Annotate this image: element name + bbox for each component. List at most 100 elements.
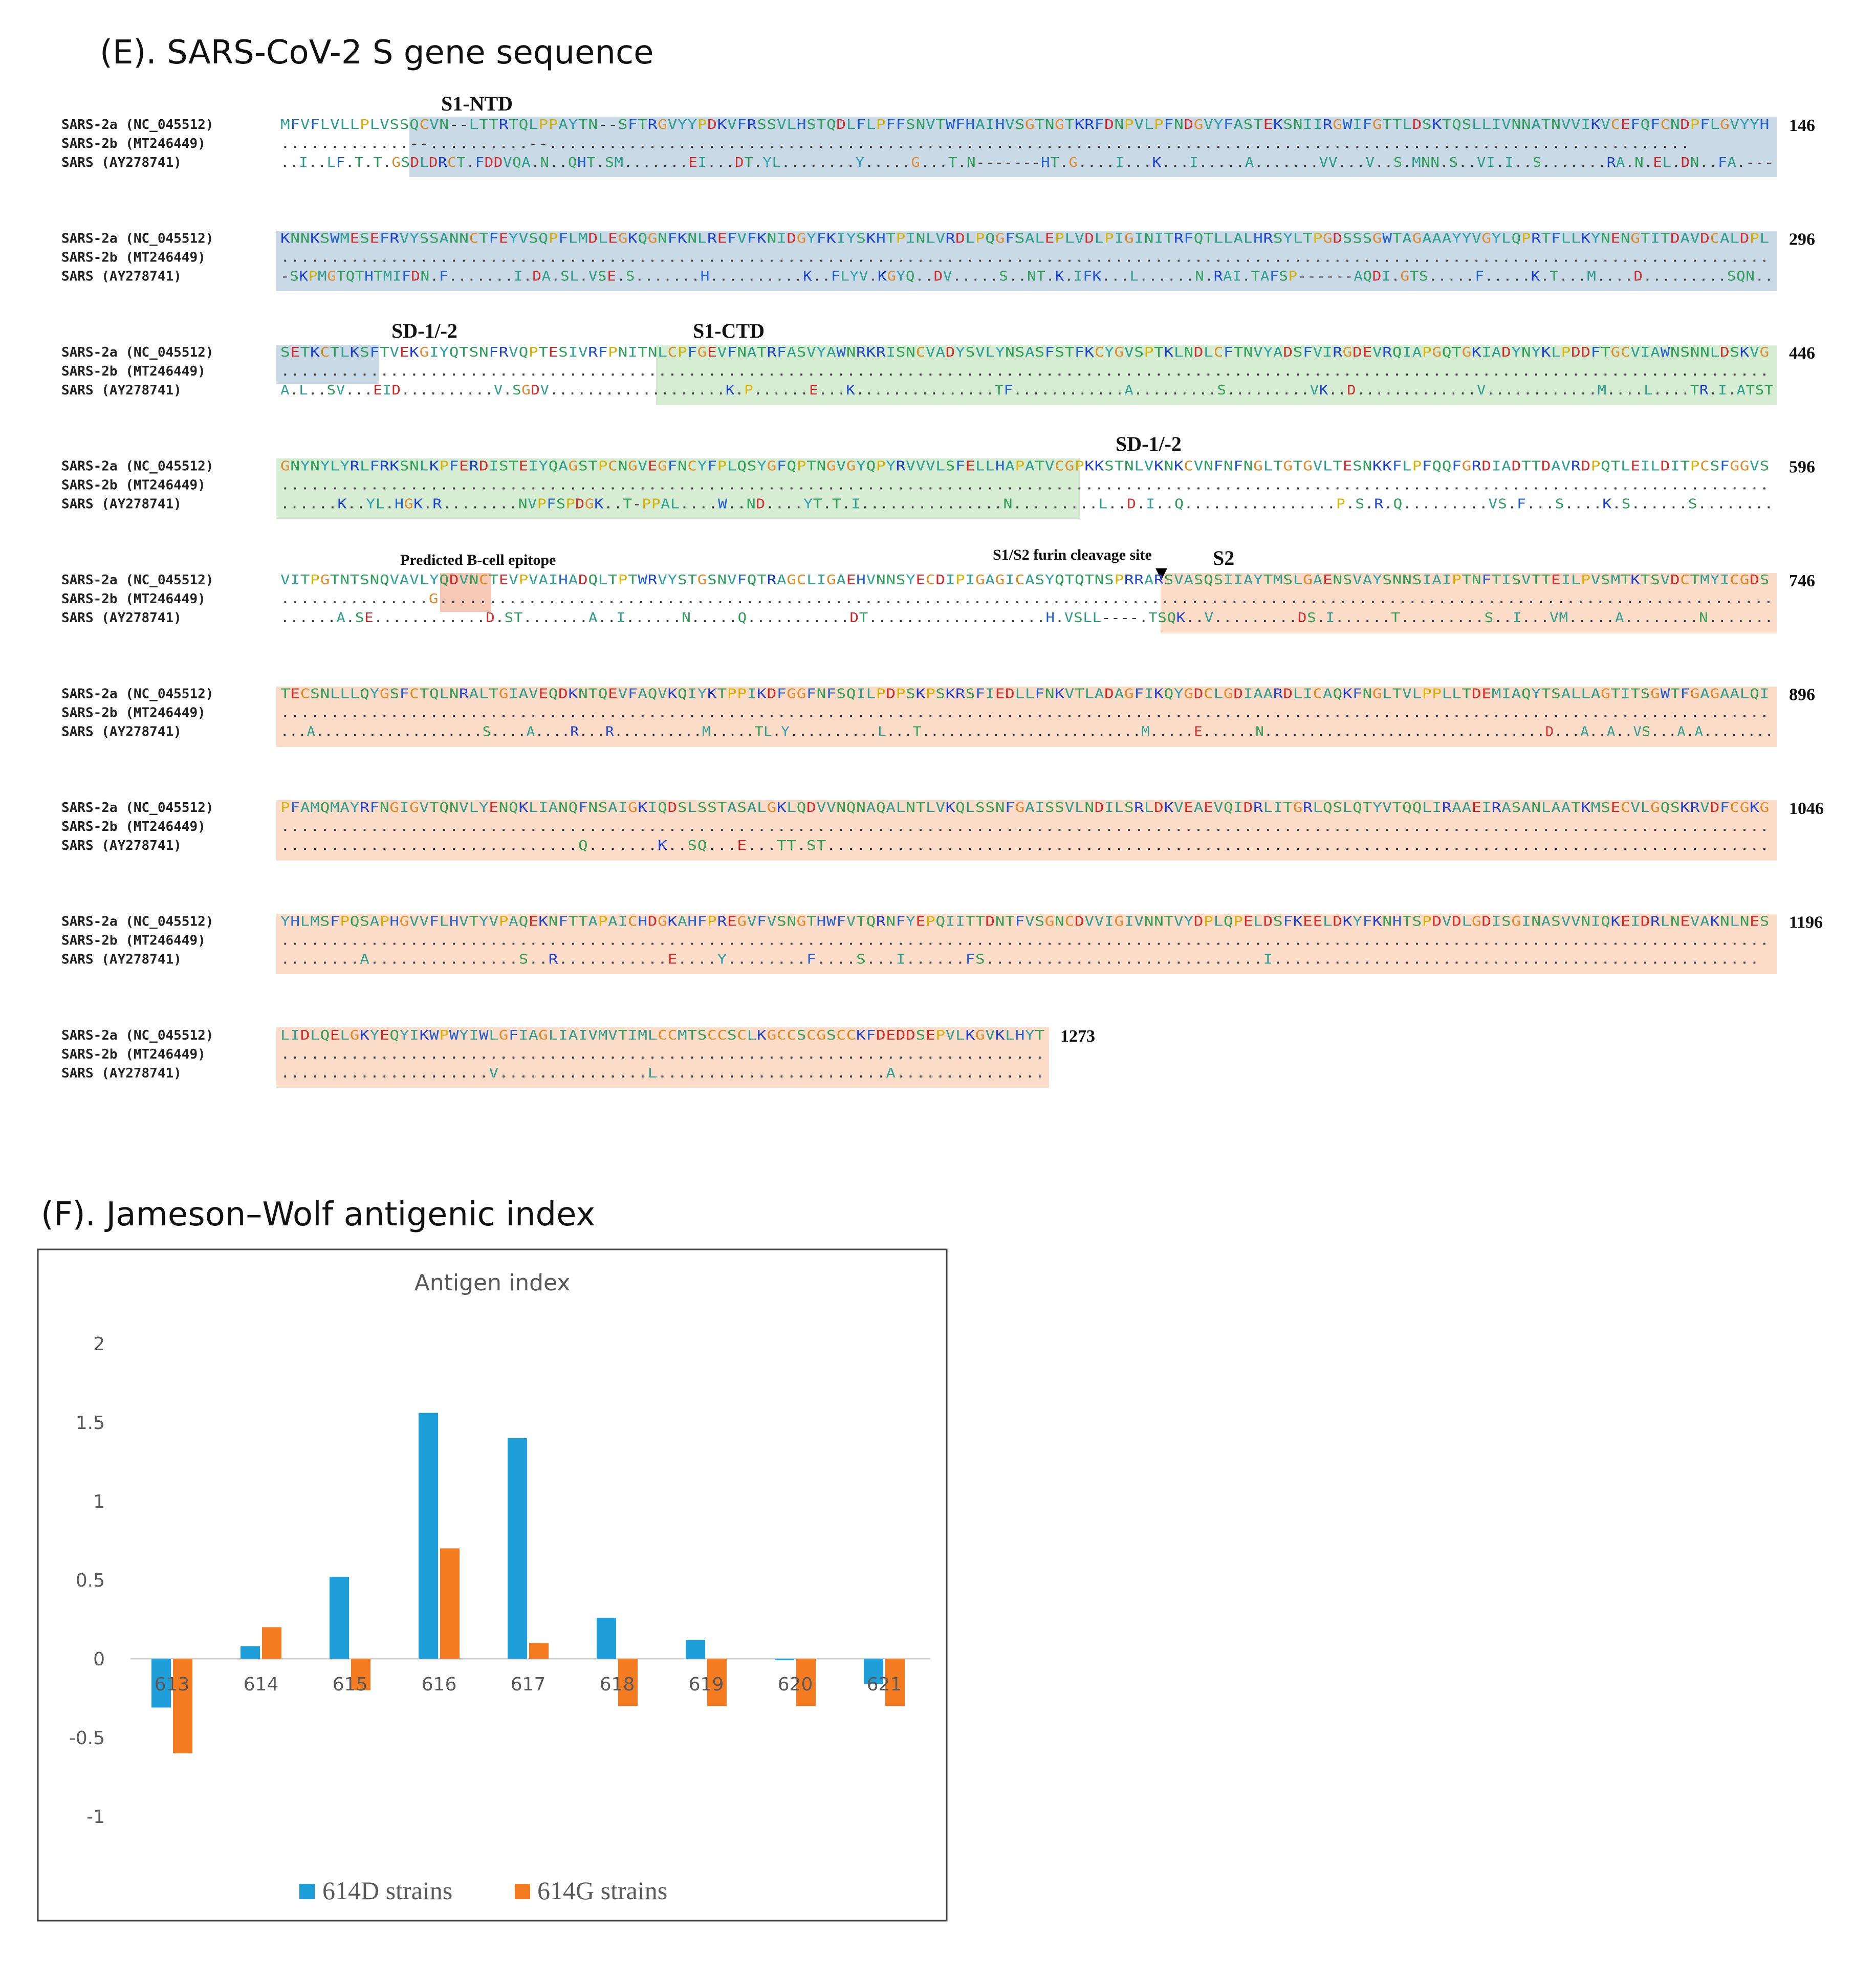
residue: .: [707, 1047, 717, 1062]
residue: A: [1452, 800, 1461, 816]
residue: .: [757, 250, 767, 266]
residue: .: [1233, 478, 1243, 493]
residue: .: [680, 497, 690, 512]
residue: .: [668, 1047, 678, 1062]
residue: L: [1035, 231, 1044, 247]
residue: V: [336, 383, 345, 398]
residue: L: [878, 724, 886, 740]
residue: I: [489, 459, 498, 474]
residue: .: [745, 591, 755, 607]
residue: .: [1282, 724, 1291, 740]
residue: .: [1101, 591, 1111, 607]
residue: .: [1041, 383, 1050, 398]
residue: A: [1422, 231, 1432, 247]
residue: .: [1194, 838, 1204, 853]
residue: .: [320, 1047, 330, 1062]
residue: .: [1263, 933, 1273, 949]
residue: G: [648, 231, 658, 247]
residue: A: [1233, 231, 1243, 247]
residue: .: [1171, 155, 1180, 170]
residue: D: [1452, 914, 1461, 930]
residue: .: [1466, 610, 1475, 626]
residue: .: [953, 591, 963, 607]
residue: .: [716, 383, 726, 398]
residue: .: [1283, 819, 1293, 834]
residue: .: [389, 364, 399, 379]
residue: I: [955, 914, 965, 930]
residue: .: [985, 838, 995, 853]
residue: E: [1045, 231, 1055, 247]
residue: .: [1236, 155, 1245, 170]
residue: .: [1134, 706, 1144, 721]
residue: S: [1680, 345, 1690, 360]
residue: W: [638, 573, 647, 588]
residue: .: [1581, 952, 1590, 967]
residue: .: [924, 610, 933, 626]
residue: .: [658, 364, 667, 379]
residue: .: [608, 706, 618, 721]
residue: .: [569, 478, 578, 493]
residue: V: [1591, 573, 1601, 588]
residue: D: [946, 345, 955, 360]
residue: .: [596, 155, 605, 170]
residue: .: [1343, 250, 1353, 266]
residue: N: [717, 573, 727, 588]
residue: E: [809, 383, 818, 398]
residue: A: [558, 117, 568, 133]
residue: .: [1121, 591, 1131, 607]
residue: .: [420, 1047, 429, 1062]
residue: Q: [1442, 345, 1452, 360]
residue: L: [1293, 687, 1303, 702]
residue: .: [330, 364, 340, 379]
residue: A: [886, 1066, 896, 1081]
residue: S: [1512, 573, 1521, 588]
x-tick-label: 620: [778, 1674, 813, 1695]
residue: .: [1328, 591, 1338, 607]
residue: .: [459, 706, 469, 721]
residue: .: [975, 478, 985, 493]
residue: P: [1055, 231, 1064, 247]
residue: .: [1616, 591, 1625, 607]
residue: H: [558, 573, 568, 588]
residue: .: [926, 838, 935, 853]
residue: G: [280, 459, 290, 474]
residue: E: [1611, 231, 1621, 247]
residue: .: [886, 250, 896, 266]
residue: L: [1134, 459, 1144, 474]
sequence-row: ..I..LF.T.T.GSDLDRCT.FDDVQA.N..QHT.SM...…: [280, 155, 1774, 170]
residue: L: [1581, 687, 1590, 702]
residue: .: [1273, 383, 1282, 398]
residue: .: [1036, 724, 1044, 740]
residue: .: [1180, 383, 1189, 398]
residue: .: [886, 952, 896, 967]
y-axis-ticks: 21.510.50-0.5-1: [69, 1334, 105, 1828]
residue: .: [994, 497, 1004, 512]
residue: P: [926, 914, 935, 930]
residue: .: [1564, 497, 1574, 512]
residue: V: [1382, 800, 1392, 816]
residue: .: [588, 478, 598, 493]
residue: T: [1611, 687, 1621, 702]
residue: .: [817, 250, 826, 266]
residue: .: [628, 136, 638, 151]
residue: K: [878, 269, 887, 284]
residue: G: [628, 459, 638, 474]
residue: .: [1680, 819, 1690, 834]
residue: N: [290, 231, 300, 247]
residue: .: [320, 933, 330, 949]
residue: T: [608, 573, 618, 588]
residue: Y: [370, 1028, 380, 1043]
alignment-block: SARS-2a (NC_045512) L I D L Q E L G K Y E Q Y I K W P W Y I W…: [61, 1027, 1095, 1081]
sequence-row: ........................................…: [280, 706, 1770, 721]
residue: Q: [1452, 117, 1461, 133]
residue: .: [995, 250, 1005, 266]
residue: .: [1333, 952, 1342, 967]
residue: .: [330, 591, 340, 607]
residue: .: [1022, 497, 1032, 512]
residue: .: [737, 364, 747, 379]
residue: .: [1253, 838, 1263, 853]
residue: .: [1353, 933, 1362, 949]
block-end-position: 1196: [1789, 913, 1823, 932]
residue: .: [1601, 364, 1610, 379]
residue: Q: [1323, 800, 1333, 816]
